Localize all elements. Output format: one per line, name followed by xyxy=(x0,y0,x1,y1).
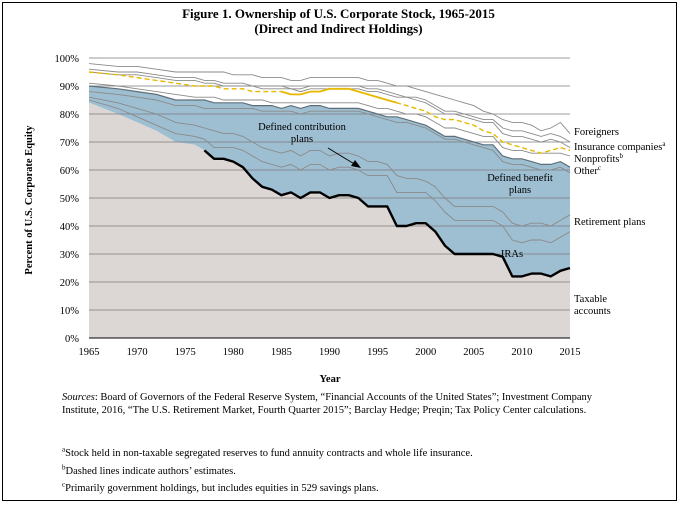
defined-contribution-line xyxy=(88,96,571,227)
series-labels: Foreigners Insurance companiesa Nonprofi… xyxy=(258,122,666,317)
footnote-b: bDashed lines indicate authors’ estimate… xyxy=(62,463,236,477)
label-db-2: plans xyxy=(509,185,531,196)
label-other: Otherc xyxy=(574,164,601,177)
y-tick-label: 60% xyxy=(60,166,80,177)
y-tick-label: 20% xyxy=(60,278,80,289)
x-tick-label: 1965 xyxy=(79,347,100,358)
y-tick-label: 30% xyxy=(60,250,80,261)
sources-label: Sources xyxy=(62,392,95,403)
retirement-plans-area xyxy=(89,86,570,277)
y-tick-label: 40% xyxy=(60,222,80,233)
label-insurance: Insurance companiesa xyxy=(574,140,666,153)
label-nonprofits: Nonprofitsb xyxy=(574,152,624,165)
x-tick-label: 1975 xyxy=(175,347,196,358)
x-tick-label: 1985 xyxy=(271,347,292,358)
axes: 0% 10% 20% 30% 40% 50% 60% 70% 80% 90% 100% 1965 197… xyxy=(55,54,581,358)
y-tick-label: 100% xyxy=(55,54,80,65)
x-axis-title: Year xyxy=(320,374,341,385)
iras-line xyxy=(88,99,571,244)
y-axis-title: Percent of U.S. Corporate Equity xyxy=(24,125,35,275)
label-dc-1: Defined contribution xyxy=(258,122,347,133)
insurance-solid-line xyxy=(281,87,398,104)
x-tick-label: 1990 xyxy=(319,347,340,358)
ownership-area-chart: 0% 10% 20% 30% 40% 50% 60% 70% 80% 90% 100% 1965 197… xyxy=(24,54,666,385)
dc-arrow-line xyxy=(327,147,357,166)
retirement-plans-line xyxy=(88,85,571,168)
label-taxable-1: Taxable xyxy=(574,294,607,305)
y-tick-label: 80% xyxy=(60,110,80,121)
footnote-c: cPrimarily government holdings, but incl… xyxy=(62,480,379,494)
figure-frame xyxy=(2,2,677,501)
label-retirement-plans: Retirement plans xyxy=(574,217,645,228)
title-line-2: (Direct and Indirect Holdings) xyxy=(254,21,423,36)
y-tick-label: 0% xyxy=(65,334,79,345)
x-tick-label: 2015 xyxy=(560,347,581,358)
foreigners-line xyxy=(88,63,571,134)
label-db-1: Defined benefit xyxy=(487,173,553,184)
sources-note: Sources: Board of Governors of the Feder… xyxy=(62,392,602,417)
label-iras: IRAs xyxy=(501,249,523,260)
dc-arrow-head xyxy=(351,160,361,168)
y-tick-label: 50% xyxy=(60,194,80,205)
other-line xyxy=(88,82,571,157)
x-tick-label: 2005 xyxy=(463,347,484,358)
defined-benefit-line xyxy=(88,91,571,174)
y-tick-label: 70% xyxy=(60,138,80,149)
taxable-line xyxy=(203,149,571,278)
x-tick-label: 1970 xyxy=(127,347,148,358)
x-tick-label: 1980 xyxy=(223,347,244,358)
label-dc-2: plans xyxy=(291,134,313,145)
label-taxable-2: accounts xyxy=(574,306,611,317)
x-tick-label: 2000 xyxy=(415,347,436,358)
taxable-accounts-area xyxy=(89,102,570,338)
y-tick-label: 90% xyxy=(60,82,80,93)
y-tick-label: 10% xyxy=(60,306,80,317)
insurance-line xyxy=(88,68,571,143)
sources-text: : Board of Governors of the Federal Rese… xyxy=(62,392,593,416)
label-foreigners: Foreigners xyxy=(574,127,619,138)
figure-title: Figure 1. Ownership of U.S. Corporate St… xyxy=(0,6,677,36)
title-line-1: Figure 1. Ownership of U.S. Corporate St… xyxy=(182,6,495,21)
nonprofits-line xyxy=(88,71,571,148)
x-tick-label: 2010 xyxy=(511,347,532,358)
x-tick-label: 1995 xyxy=(367,347,388,358)
series-lines xyxy=(88,63,571,278)
footnote-a: aStock held in non-taxable segregated re… xyxy=(62,445,473,459)
